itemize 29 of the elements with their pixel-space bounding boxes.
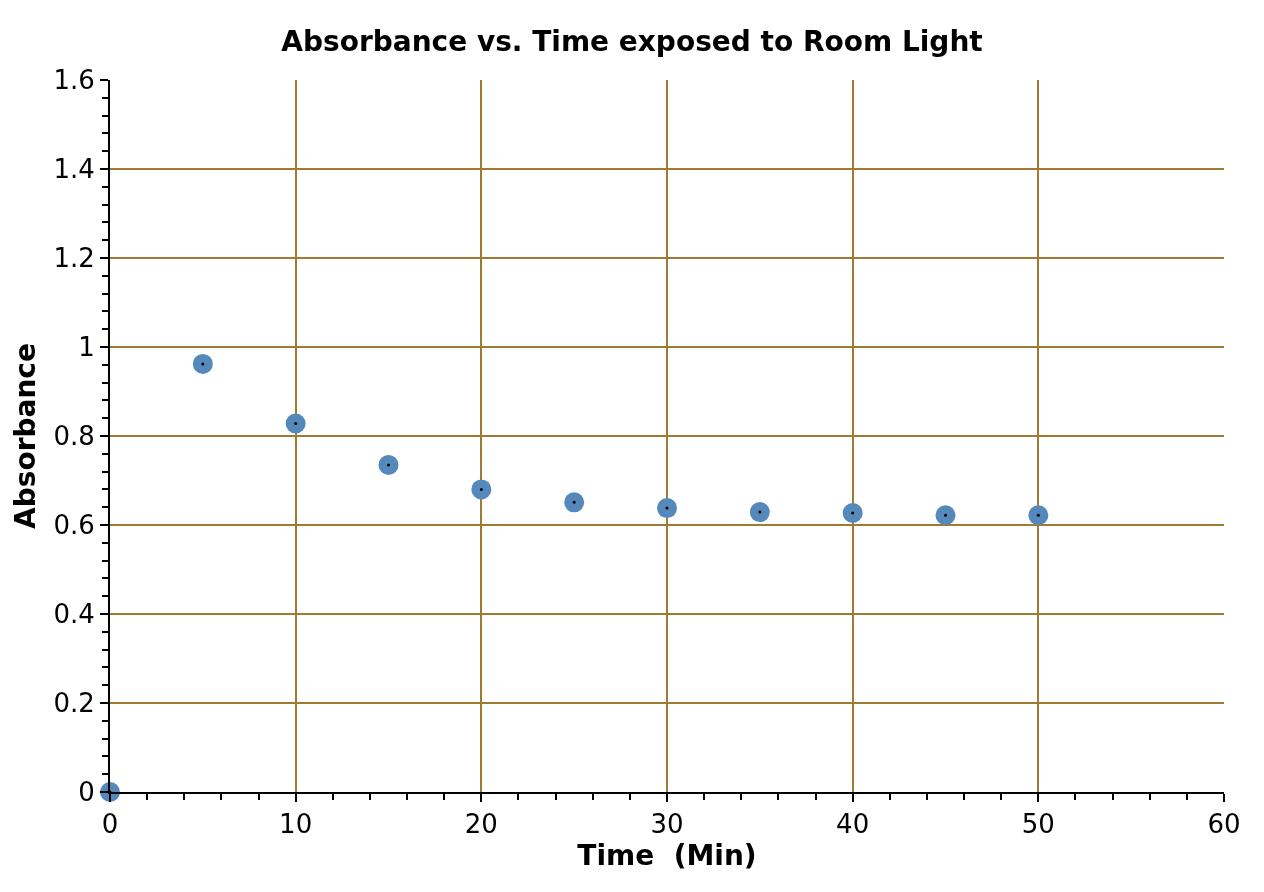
y-tick-label: 1.6 xyxy=(53,65,95,96)
x-axis-title: Time (Min) xyxy=(577,839,757,873)
x-tick-label: 40 xyxy=(836,809,870,840)
y-tick-label: 1.2 xyxy=(53,243,95,274)
y-tick-label: 1.4 xyxy=(53,154,95,185)
y-tick-label: 0.4 xyxy=(53,599,95,630)
x-tick-label: 30 xyxy=(650,809,684,840)
point xyxy=(749,502,770,523)
x-tick-label: 0 xyxy=(101,809,119,840)
x-tick-label: 50 xyxy=(1021,809,1055,840)
point xyxy=(192,353,213,374)
point xyxy=(842,502,863,523)
point xyxy=(564,492,585,513)
point xyxy=(378,454,399,475)
y-tick-label: 0.2 xyxy=(53,688,95,719)
chart-title: Absorbance vs. Time exposed to Room Light xyxy=(281,24,983,58)
point xyxy=(285,413,306,434)
y-axis-title: Absorbance xyxy=(8,343,42,529)
x-tick-label: 10 xyxy=(279,809,313,840)
y-tick-label: 0 xyxy=(78,777,95,808)
y-tick-label: 0.8 xyxy=(53,421,95,452)
y-tick-label: 0.6 xyxy=(53,510,95,541)
x-tick-label: 20 xyxy=(464,809,498,840)
point xyxy=(471,479,492,500)
point xyxy=(1028,505,1049,526)
point xyxy=(935,505,956,526)
y-tick-label: 1 xyxy=(78,332,95,363)
point xyxy=(657,498,677,519)
x-tick-label: 60 xyxy=(1207,809,1241,840)
